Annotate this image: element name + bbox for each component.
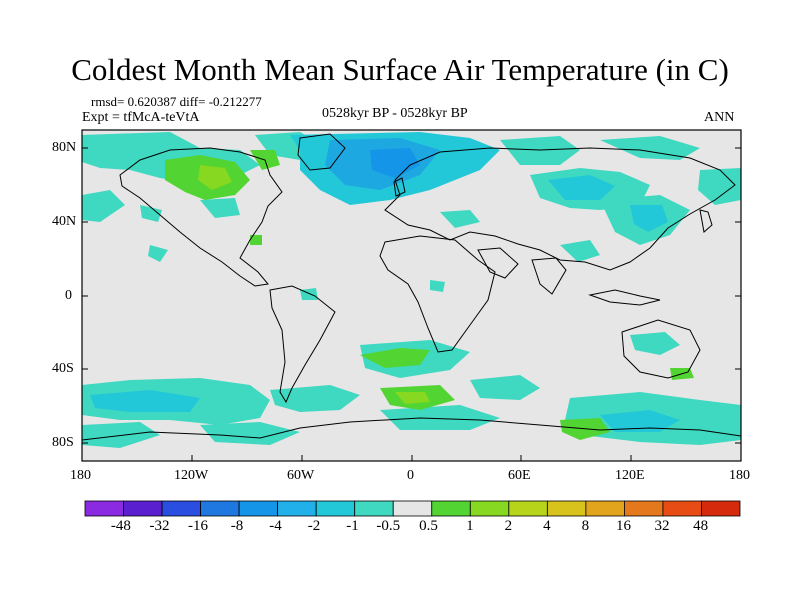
experiment-label: Expt = tfMcA-teVtA (82, 110, 200, 125)
colorbar-label: -32 (149, 518, 170, 534)
lon-tick-label: 0 (407, 468, 414, 483)
stats-label: rmsd= 0.620387 diff= -0.212277 (91, 94, 262, 109)
colorbar-swatch (469, 500, 510, 517)
colorbar-label: -1 (346, 518, 359, 534)
africa-outline (379, 235, 496, 353)
lon-tick-label: 60E (508, 468, 531, 483)
colorbar-swatch (585, 500, 625, 517)
colorbar-swatch (392, 500, 433, 517)
colorbar-swatch (238, 500, 279, 517)
colorbar-label: 0.5 (419, 518, 438, 534)
antarctica-outline (82, 417, 741, 441)
colorbar-label: 16 (616, 518, 631, 534)
arabia-outline (477, 247, 519, 279)
lon-tick-label: 180 (729, 468, 750, 483)
colorbar-label: 48 (693, 518, 709, 534)
lat-tick-label: 40N (52, 214, 77, 229)
eurasia-outline (384, 147, 736, 271)
colorbar-label: 4 (543, 518, 551, 534)
colorbar-swatch (354, 500, 394, 517)
japan-outline (699, 209, 713, 233)
colorbar-swatch (662, 500, 702, 517)
colorbar-label: -16 (187, 518, 208, 534)
colorbar-label: -0.5 (376, 518, 401, 534)
colorbar-swatch (123, 500, 163, 517)
period-label: 0528kyr BP - 0528kyr BP (322, 106, 468, 121)
axis-ticks (82, 147, 741, 461)
india-outline (531, 257, 567, 295)
lon-tick-label: 60W (287, 468, 315, 483)
warming-anomaly-regions (165, 150, 694, 440)
colorbar-label: 2 (504, 518, 513, 534)
colorbar-label: -8 (230, 518, 244, 534)
colorbar-swatch (161, 500, 201, 517)
lat-tick-label: 40S (52, 361, 74, 376)
colorbar-label: 32 (654, 518, 670, 534)
coastlines (82, 133, 741, 441)
colorbar-label: -2 (307, 518, 321, 534)
greenland-outline (297, 133, 346, 171)
colorbar-swatch (624, 500, 664, 517)
lon-tick-label: 120E (615, 468, 645, 483)
lat-tick-label: 0 (65, 288, 72, 303)
colorbar-swatch (701, 500, 741, 517)
colorbar-swatch (277, 500, 317, 517)
season-label: ANN (704, 110, 735, 125)
colorbar-swatch (508, 500, 548, 517)
colorbar-label: 8 (581, 518, 590, 534)
colorbar-label: -4 (269, 518, 282, 534)
colorbar-swatch (431, 500, 471, 517)
lat-tick-label: 80N (52, 140, 77, 155)
south-america-outline (269, 285, 336, 404)
colorbar-swatch (546, 500, 587, 517)
colorbar (84, 500, 741, 517)
lon-tick-label: 120W (174, 468, 209, 483)
indonesia-outline (588, 289, 661, 306)
lon-tick-label: 180 (70, 468, 91, 483)
colorbar-swatch (315, 500, 356, 517)
colorbar-label: -48 (110, 518, 131, 534)
colorbar-swatch (84, 500, 124, 517)
colorbar-swatch (200, 500, 240, 517)
north-america-outline (119, 147, 283, 287)
lat-tick-label: 80S (52, 435, 74, 450)
map-title: Coldest Month Mean Surface Air Temperatu… (71, 52, 729, 87)
australia-outline (621, 319, 701, 379)
uk-outline (393, 177, 406, 197)
colorbar-label: 1 (466, 518, 474, 534)
